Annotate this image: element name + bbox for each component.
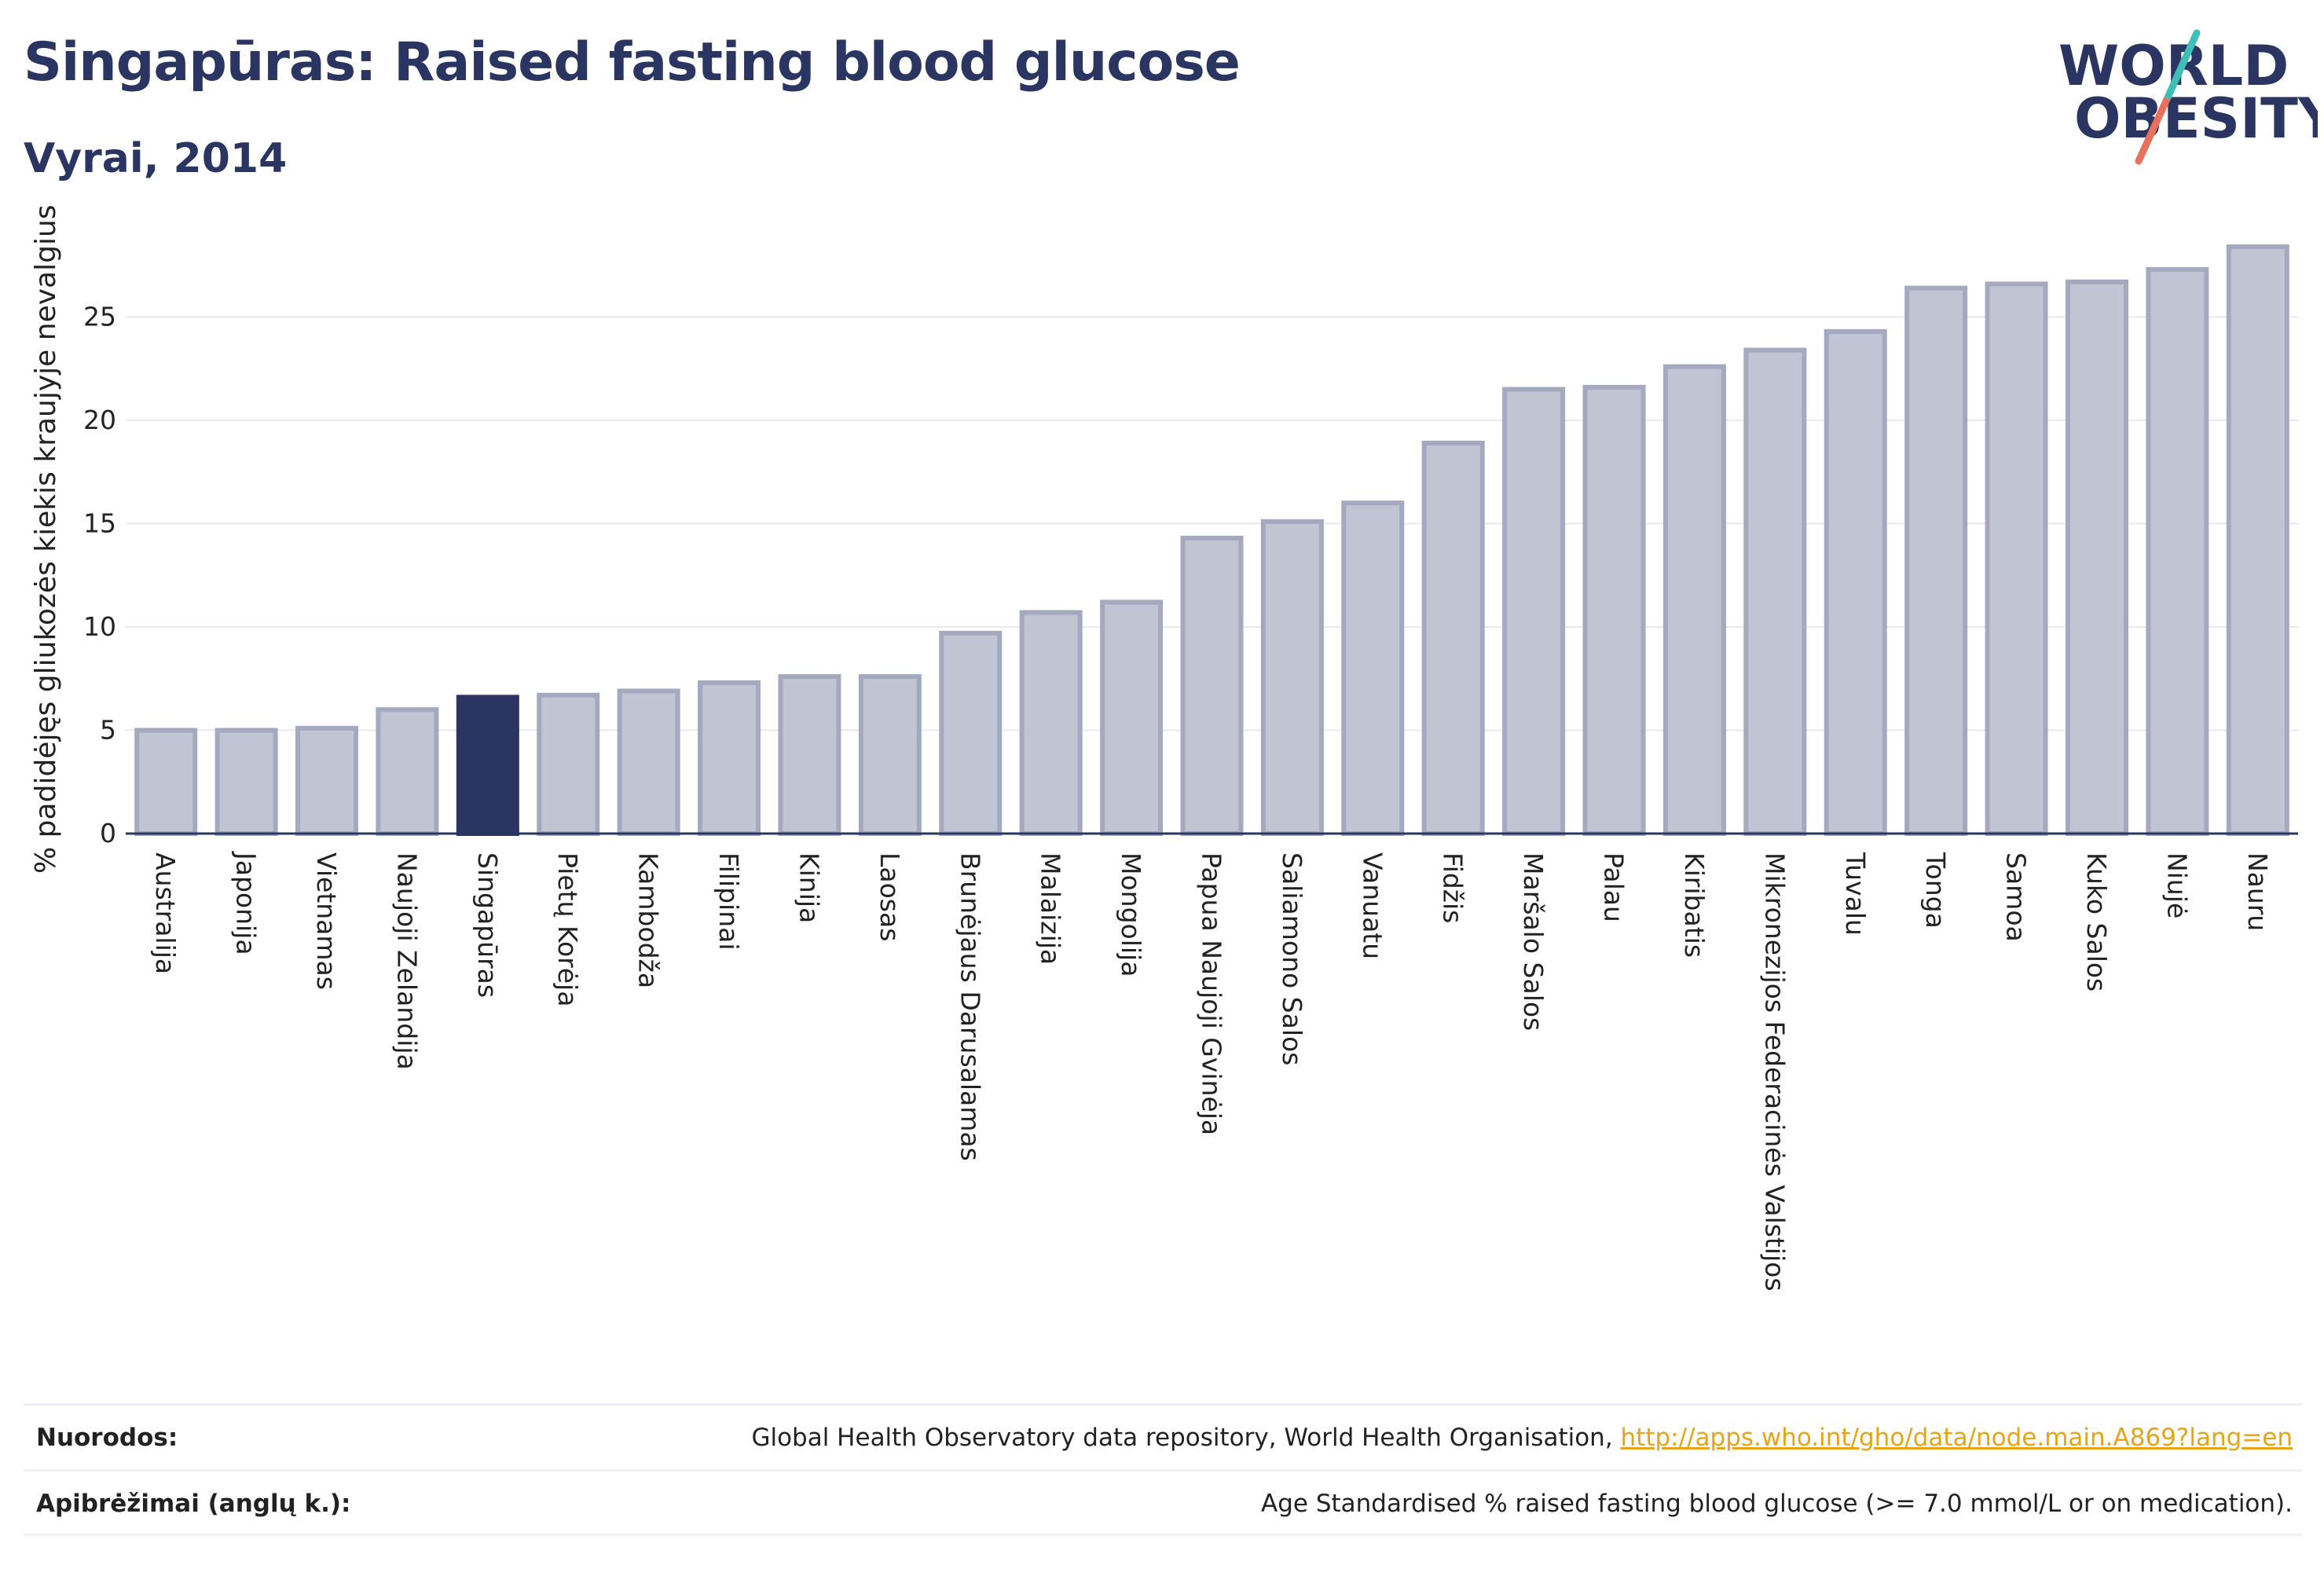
bar (778, 674, 841, 836)
bar (617, 688, 680, 837)
chart-subtitle: Vyrai, 2014 (24, 135, 288, 182)
x-tick-label: Vietnamas (311, 852, 342, 990)
bar (1100, 599, 1164, 836)
y-axis-label: % padidėjęs gliukozės kiekis kraujyje ne… (30, 204, 62, 874)
bar (134, 728, 198, 836)
y-tick-label: 20 (83, 405, 116, 435)
x-tick-label: Brunėjaus Darusalamas (955, 852, 985, 1161)
x-tick-label: Niujė (2161, 852, 2192, 918)
bar (1421, 440, 1485, 836)
definitions-label: Apibrėžimai (anglų k.): (36, 1490, 351, 1518)
y-tick-label: 10 (83, 611, 116, 642)
bar (1341, 500, 1405, 836)
logo-graphic: WORLD OBESITY (2058, 29, 2324, 165)
y-tick-label: 0 (100, 818, 116, 848)
x-tick-label: Samoa (2001, 852, 2032, 942)
x-tick-label: Australija (150, 852, 181, 974)
x-tick-label: Tuvalu (1840, 852, 1871, 936)
bar (376, 707, 439, 837)
bar (858, 674, 922, 836)
y-tick-label: 5 (100, 715, 116, 746)
bar (1582, 384, 1646, 837)
bar (939, 630, 1003, 837)
bar (2226, 244, 2289, 836)
bar (1260, 519, 1324, 836)
bar (2065, 279, 2128, 837)
x-tick-label: Papua Naujoji Gvinėja (1197, 852, 1227, 1135)
x-tick-label: Maršalo Salos (1518, 852, 1549, 1031)
bar (1904, 285, 1968, 836)
bar (1019, 610, 1083, 837)
definitions-row: Apibrėžimai (anglų k.): Age Standardised… (24, 1469, 2302, 1536)
x-tick-label: Nauru (2242, 852, 2273, 931)
bar (1985, 281, 2048, 837)
logo-line2: OBESITY (2074, 86, 2318, 151)
bar (1180, 535, 1244, 836)
x-tick-label: Mikronezijos Federacinės Valstijos (1759, 852, 1790, 1292)
chart-title: Singapūras: Raised fasting blood glucose (24, 31, 1241, 93)
y-tick-label: 15 (83, 508, 116, 539)
x-tick-label: Singapūras (472, 852, 503, 998)
y-tick-label: 25 (83, 302, 116, 332)
x-tick-label: Vanuatu (1357, 852, 1387, 959)
x-tick-label: Laosas (874, 852, 905, 941)
x-tick-label: Mongolija (1116, 852, 1146, 977)
x-tick-label: Tonga (1920, 852, 1951, 929)
bar (214, 728, 278, 836)
sources-label: Nuorodos: (36, 1424, 178, 1452)
sources-link[interactable]: http://apps.who.int/gho/data/node.main.A… (1620, 1424, 2293, 1452)
x-tick-label: Kinija (794, 852, 824, 923)
sources-text: Global Health Observatory data repositor… (751, 1424, 1621, 1452)
x-tick-label: Filipinai (713, 852, 744, 951)
bar-highlighted (456, 695, 519, 836)
bar (295, 725, 359, 836)
bar (537, 692, 600, 836)
bar (698, 680, 761, 837)
bar (1824, 328, 1887, 837)
bar (1662, 364, 1726, 836)
bar-chart: 0 5 10 15 20 25 % padidėjęs gliukozės kiekis k… (30, 204, 2298, 1292)
logo-slash-teal (2165, 29, 2201, 100)
x-tick-label: Kuko Salos (2081, 852, 2112, 991)
bar (1743, 347, 1807, 836)
sources-row: Nuorodos: Global Health Observatory data… (24, 1403, 2302, 1470)
logo-slash-coral (2135, 92, 2172, 165)
footer-divider (24, 1534, 2302, 1536)
x-tick-label: Malaizija (1036, 852, 1066, 965)
x-tick-label: Saliamono Salos (1277, 852, 1307, 1065)
x-tick-label: Pietų Korėja (552, 852, 583, 1006)
sources-value: Global Health Observatory data repositor… (751, 1424, 2302, 1452)
x-tick-label: Kiribatis (1679, 852, 1710, 958)
x-tick-label: Palau (1599, 852, 1629, 922)
bar (1502, 387, 1566, 836)
x-tick-label: Japonija (231, 851, 262, 955)
bar (2146, 267, 2209, 836)
x-tick-label: Naujoji Zelandija (391, 852, 422, 1070)
world-obesity-logo: WORLD OBESITY (2051, 24, 2324, 165)
x-tick-label: Fidžis (1438, 852, 1468, 923)
x-tick-label: Kambodža (633, 852, 664, 988)
definitions-value: Age Standardised % raised fasting blood … (1261, 1490, 2293, 1518)
